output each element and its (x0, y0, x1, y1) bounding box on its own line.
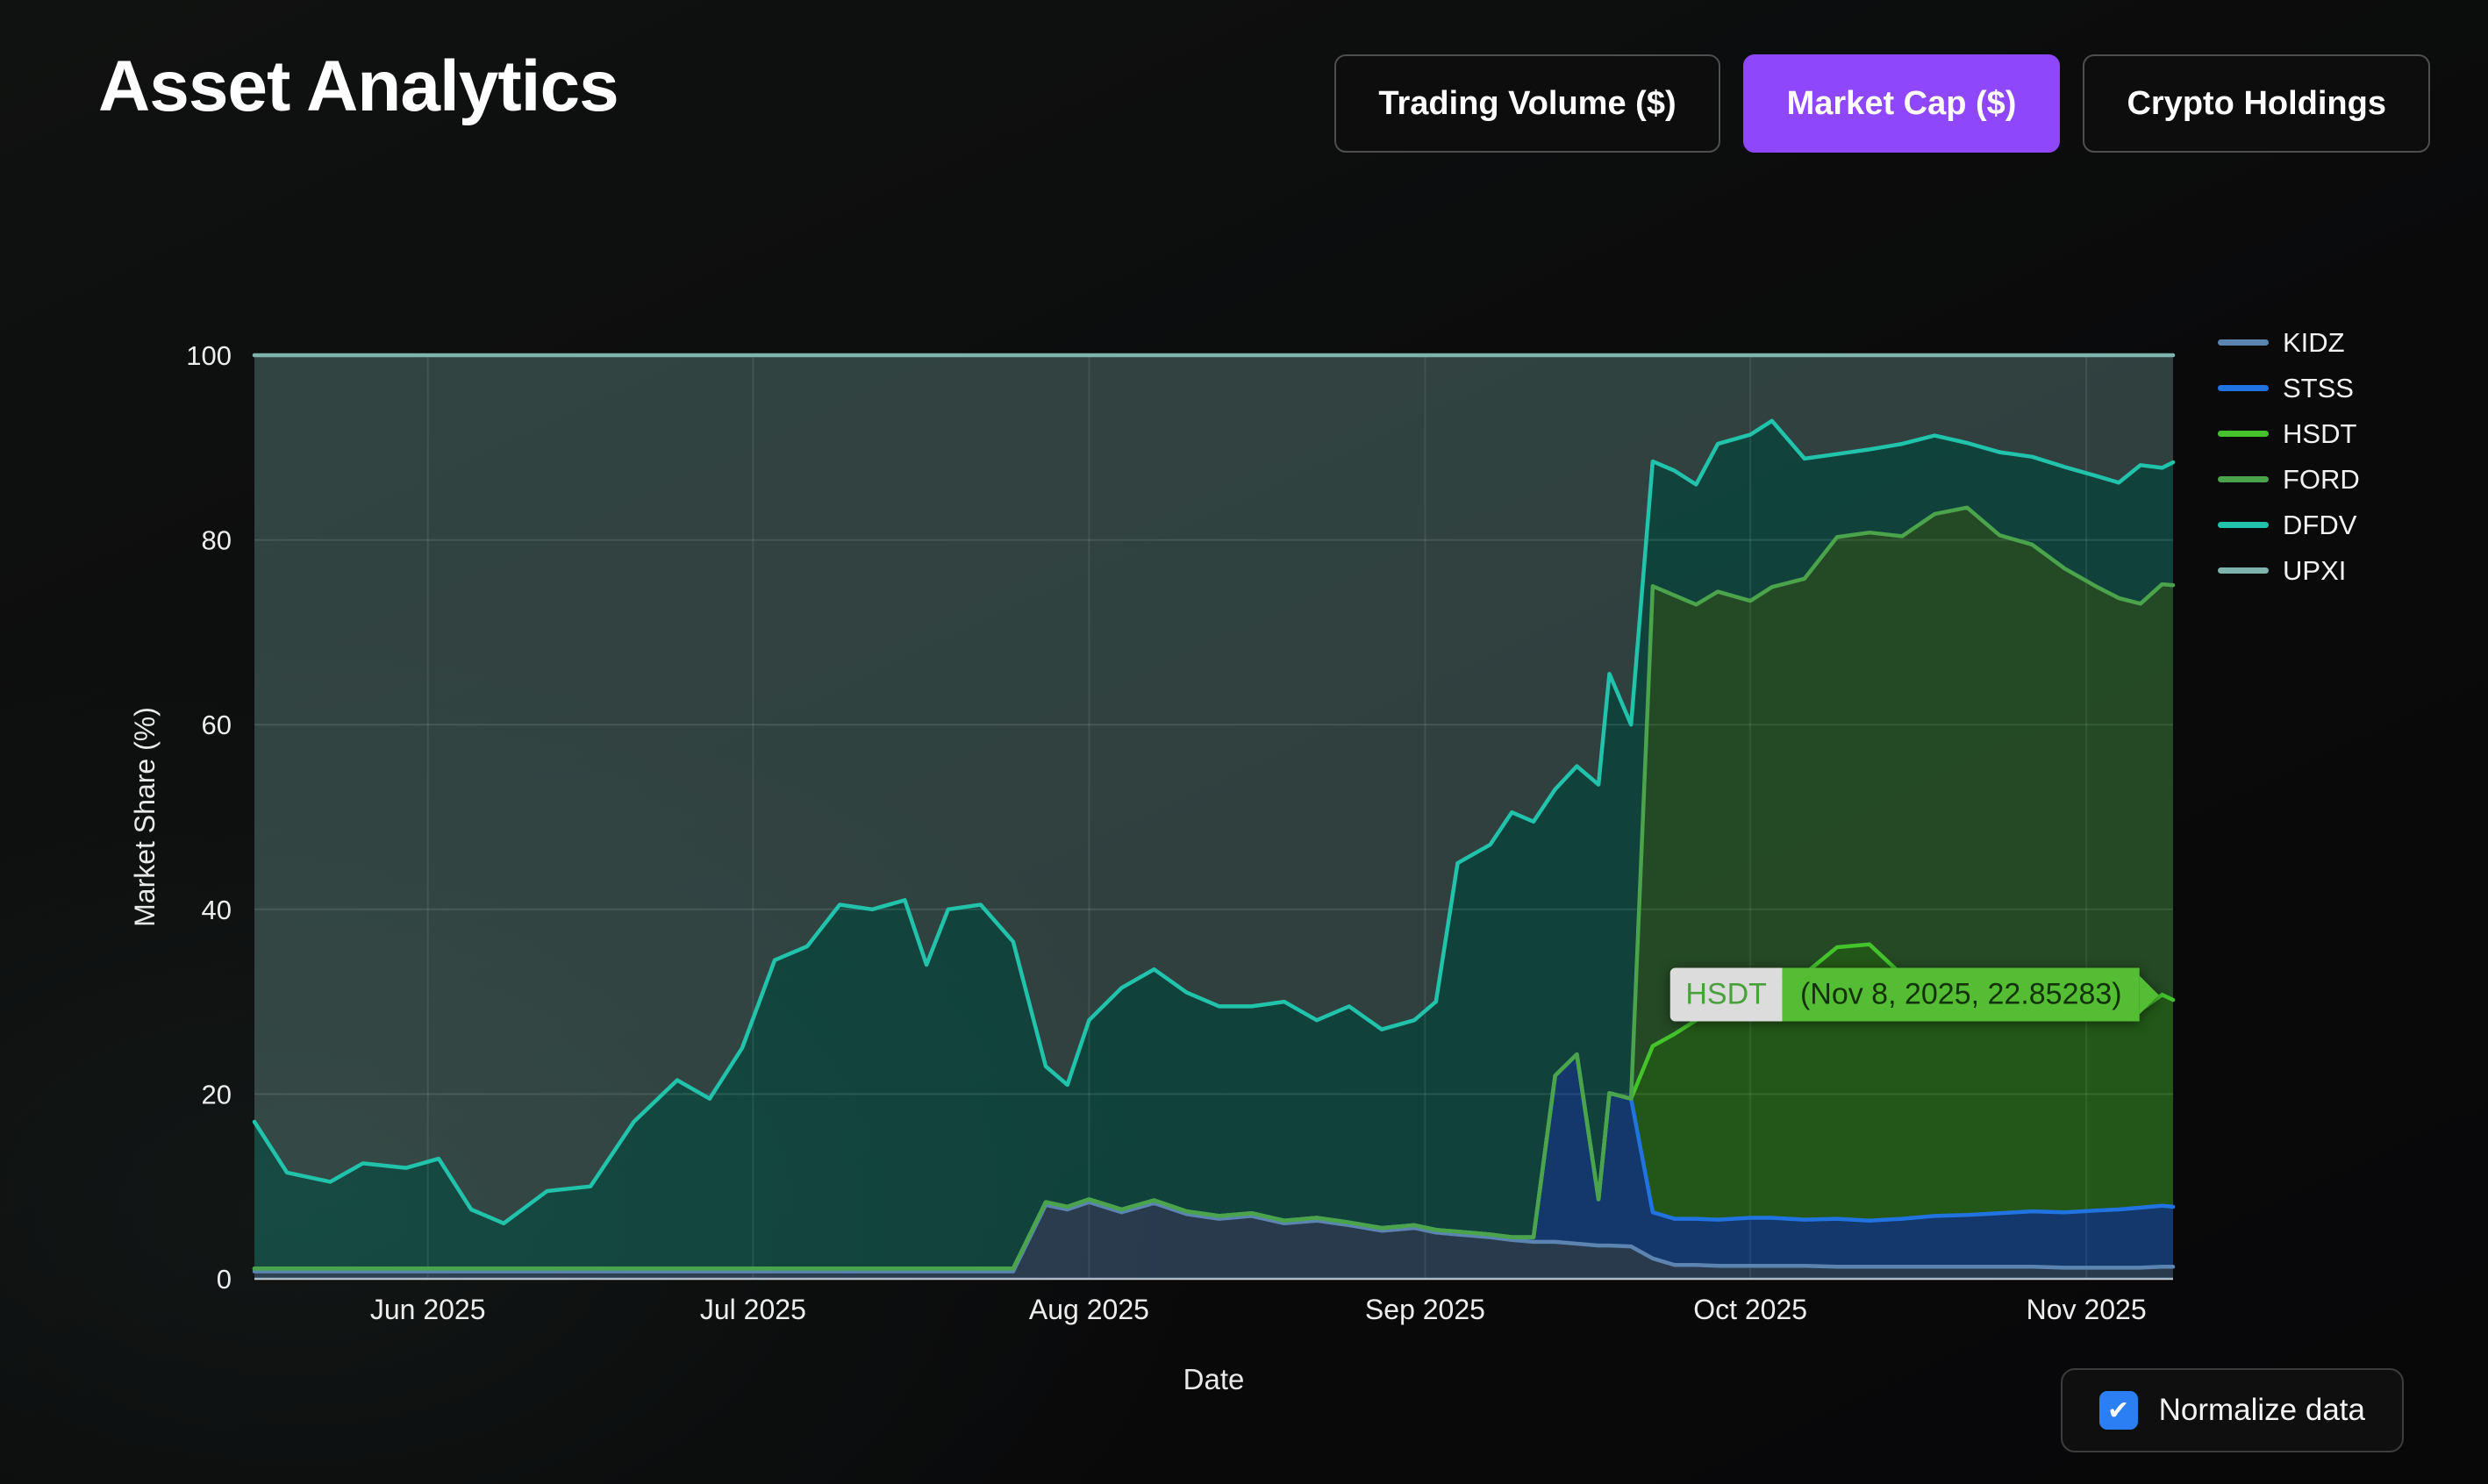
area-dfdv (254, 420, 2173, 1269)
legend-swatch-icon (2218, 431, 2269, 437)
line-dfdv (252, 418, 2176, 1226)
x-tick-label: Sep 2025 (1365, 1294, 1485, 1325)
legend-swatch-icon (2218, 476, 2269, 482)
hover-tooltip: HSDT (Nov 8, 2025, 22.85283) (1669, 967, 2159, 1022)
tab-market-cap[interactable]: Market Cap ($) (1742, 54, 2061, 153)
page-title: Asset Analytics (98, 46, 619, 126)
y-tick-label: 40 (202, 895, 232, 925)
x-tick-label: Jul 2025 (700, 1294, 806, 1325)
legend-label: KIDZ (2283, 326, 2345, 358)
x-tick-label: Aug 2025 (1029, 1294, 1149, 1325)
x-tick-label: Nov 2025 (2027, 1294, 2147, 1325)
y-tick-label: 0 (217, 1264, 232, 1295)
legend-label: UPXI (2283, 554, 2347, 586)
y-tick-label: 60 (202, 710, 232, 740)
legend-label: HSDT (2283, 417, 2357, 449)
legend-item-upxi[interactable]: UPXI (2218, 554, 2360, 587)
normalize-label: Normalize data (2158, 1393, 2365, 1427)
normalize-checkbox[interactable]: ✔ (2098, 1391, 2138, 1430)
y-tick-label: 20 (202, 1079, 232, 1109)
tooltip-arrow-icon (2139, 975, 2159, 1015)
tooltip-series-chip: HSDT (1669, 967, 1783, 1022)
line-kidz (252, 1200, 2176, 1274)
legend-item-stss[interactable]: STSS (2218, 372, 2360, 404)
legend-swatch-icon (2218, 522, 2269, 528)
tooltip-value-text: (Nov 8, 2025, 22.85283) (1782, 967, 2159, 1022)
legend-label: FORD (2283, 463, 2360, 495)
legend-label: DFDV (2283, 509, 2357, 540)
area-hsdt (254, 944, 2173, 1269)
legend-swatch-icon (2218, 339, 2269, 346)
tab-bar: Trading Volume ($) Market Cap ($) Crypto… (1334, 54, 2430, 153)
normalize-data-control[interactable]: ✔ Normalize data (2060, 1368, 2404, 1452)
y-tick-label: 100 (186, 340, 232, 371)
checkmark-icon: ✔ (2107, 1395, 2130, 1425)
tab-crypto-holdings[interactable]: Crypto Holdings (2083, 54, 2430, 153)
y-axis-title: Market Share (%) (129, 707, 161, 927)
legend-swatch-icon (2218, 567, 2269, 574)
x-axis-title: Date (1183, 1363, 1245, 1395)
line-ford (252, 505, 2176, 1271)
chart-legend: KIDZ STSS HSDT FORD DFDV UPXI (2218, 326, 2360, 587)
legend-item-ford[interactable]: FORD (2218, 463, 2360, 496)
area-stss (254, 1054, 2173, 1272)
y-tick-label: 80 (202, 525, 232, 556)
legend-swatch-icon (2218, 385, 2269, 391)
x-tick-label: Oct 2025 (1693, 1294, 1807, 1325)
tab-trading-volume[interactable]: Trading Volume ($) (1334, 54, 1720, 153)
area-upxi (254, 355, 2173, 1224)
area-kidz (254, 1202, 2173, 1279)
legend-item-kidz[interactable]: KIDZ (2218, 326, 2360, 359)
legend-item-hsdt[interactable]: HSDT (2218, 417, 2360, 450)
legend-item-dfdv[interactable]: DFDV (2218, 509, 2360, 541)
area-ford (254, 507, 2173, 1269)
x-tick-label: Jun 2025 (370, 1294, 486, 1325)
legend-label: STSS (2283, 372, 2354, 403)
